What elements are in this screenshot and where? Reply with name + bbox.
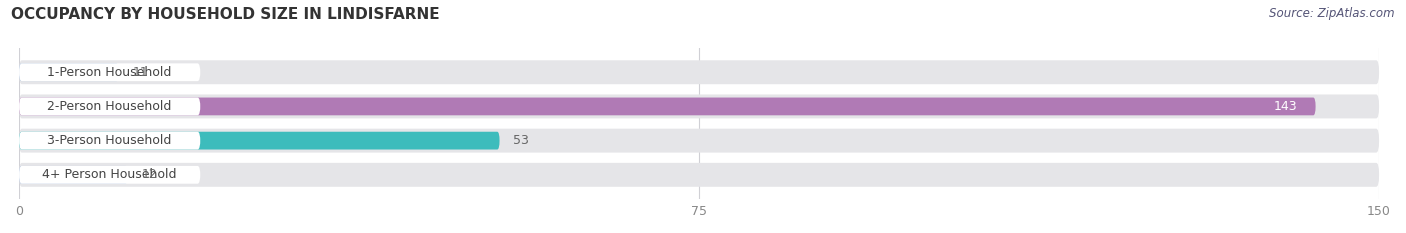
FancyBboxPatch shape bbox=[20, 63, 200, 81]
FancyBboxPatch shape bbox=[20, 163, 1379, 187]
Text: 53: 53 bbox=[513, 134, 529, 147]
FancyBboxPatch shape bbox=[20, 60, 1379, 84]
Text: 2-Person Household: 2-Person Household bbox=[48, 100, 172, 113]
Text: 3-Person Household: 3-Person Household bbox=[48, 134, 172, 147]
Text: 11: 11 bbox=[132, 66, 148, 79]
FancyBboxPatch shape bbox=[20, 166, 128, 184]
FancyBboxPatch shape bbox=[20, 98, 200, 115]
Text: 1-Person Household: 1-Person Household bbox=[48, 66, 172, 79]
Text: 143: 143 bbox=[1274, 100, 1298, 113]
FancyBboxPatch shape bbox=[20, 132, 499, 150]
FancyBboxPatch shape bbox=[20, 63, 118, 81]
Text: 12: 12 bbox=[142, 168, 157, 181]
Text: OCCUPANCY BY HOUSEHOLD SIZE IN LINDISFARNE: OCCUPANCY BY HOUSEHOLD SIZE IN LINDISFAR… bbox=[11, 7, 440, 22]
Text: 4+ Person Household: 4+ Person Household bbox=[42, 168, 177, 181]
FancyBboxPatch shape bbox=[20, 129, 1379, 153]
FancyBboxPatch shape bbox=[20, 94, 1379, 118]
FancyBboxPatch shape bbox=[20, 166, 200, 184]
Text: Source: ZipAtlas.com: Source: ZipAtlas.com bbox=[1270, 7, 1395, 20]
FancyBboxPatch shape bbox=[20, 98, 1316, 115]
FancyBboxPatch shape bbox=[20, 132, 200, 150]
